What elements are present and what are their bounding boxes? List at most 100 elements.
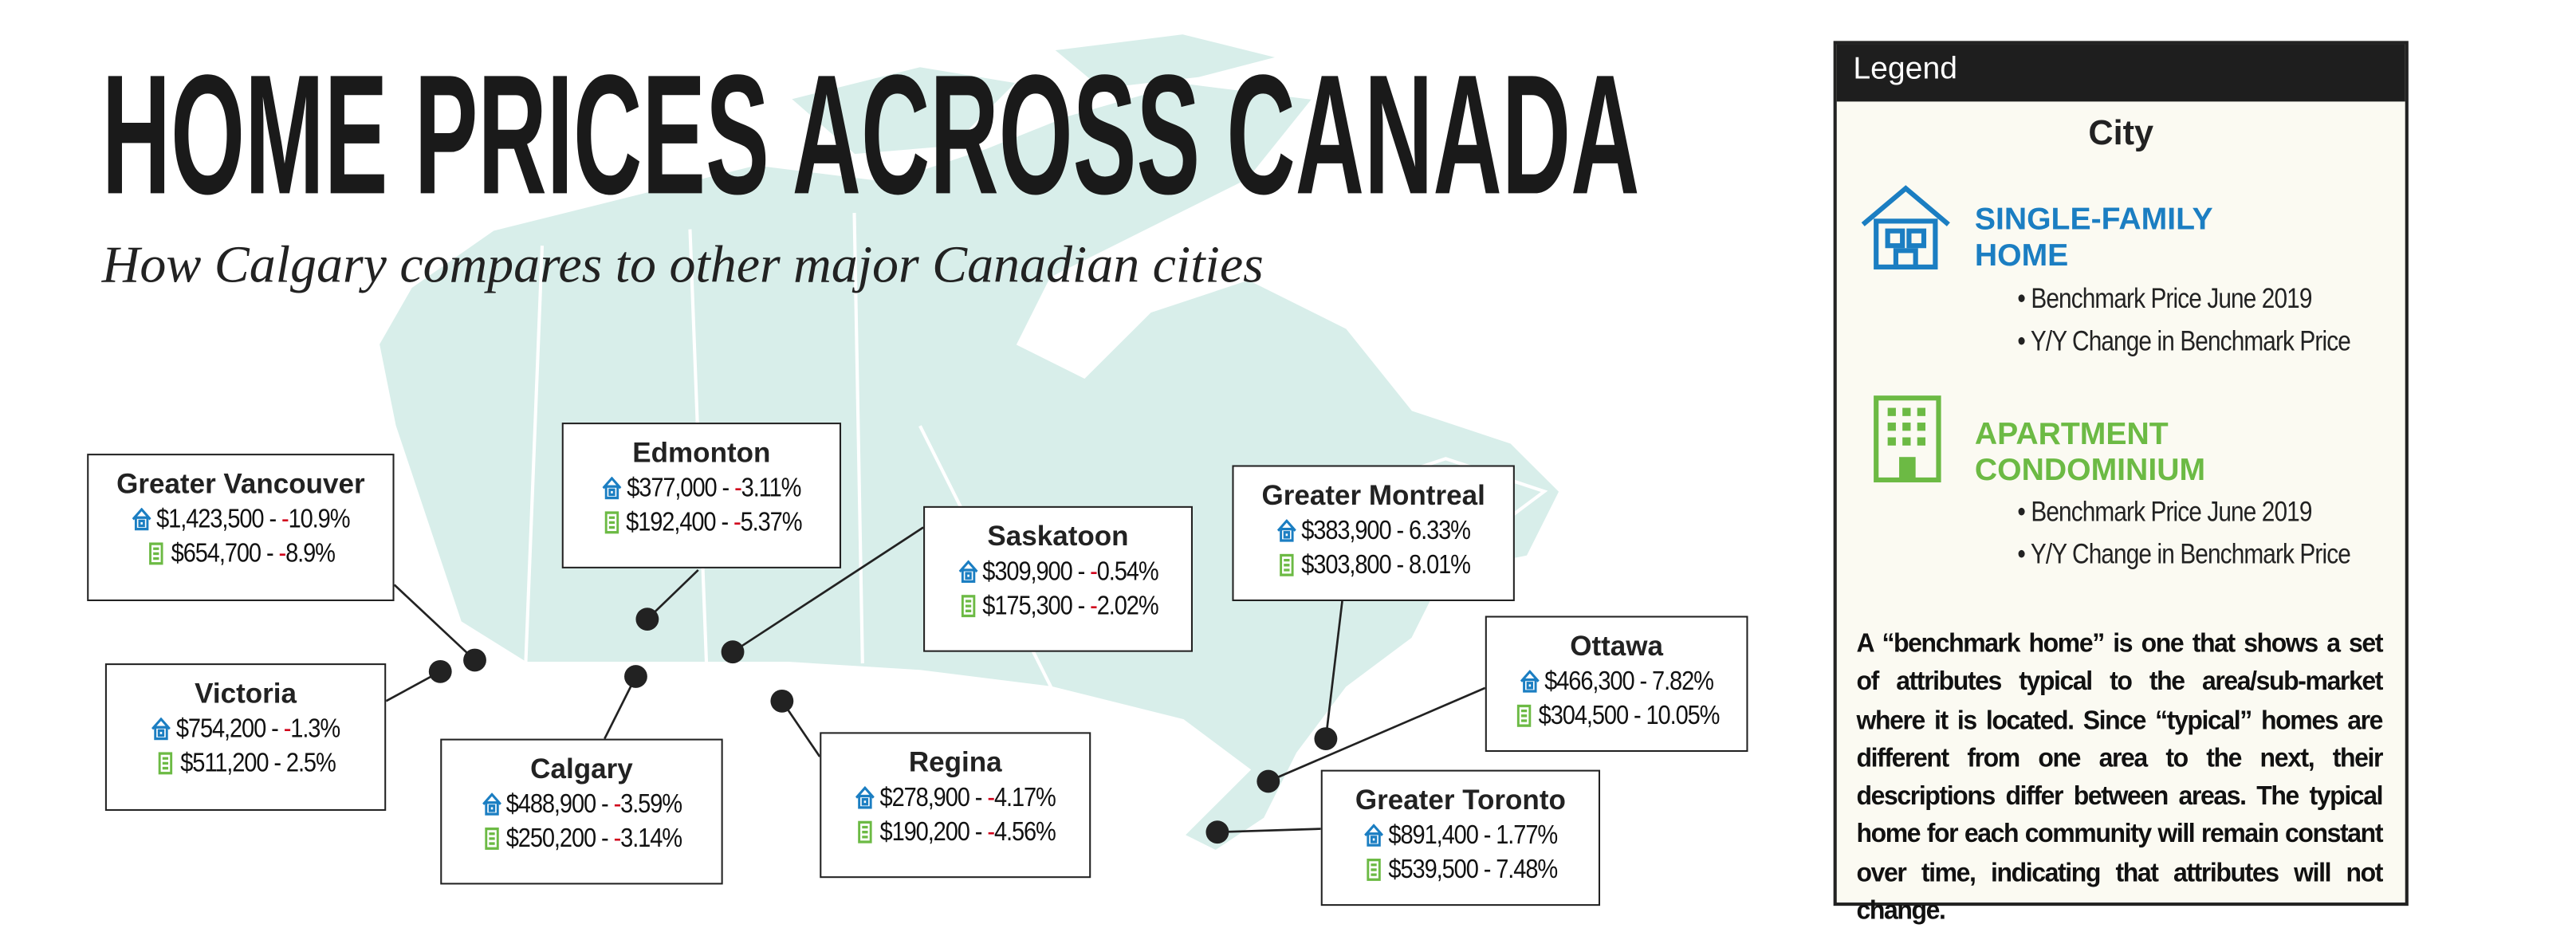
condo-icon	[858, 820, 873, 844]
condo-price: $175,300 - -2.02%	[982, 592, 1158, 621]
house-price: $488,900 - -3.59%	[505, 791, 682, 820]
condo-icon	[1280, 553, 1294, 576]
negative-sign: -	[733, 509, 741, 537]
condo-icon	[159, 752, 173, 775]
city-dot	[770, 689, 794, 713]
house-price: $754,200 - -1.3%	[175, 715, 340, 744]
condo-price: $250,200 - -3.14%	[505, 825, 682, 854]
condo-price: $654,700 - -8.9%	[171, 540, 336, 568]
bullet-text: Benchmark Price June 2019	[2031, 496, 2312, 528]
condo-row: $192,400 - -5.37%	[580, 509, 824, 539]
house-icon	[132, 507, 151, 531]
connector	[393, 584, 476, 661]
condo-icon	[1874, 395, 1941, 483]
bullet-text: Y/Y Change in Benchmark Price	[2030, 325, 2351, 357]
house-icon	[1277, 519, 1296, 542]
city-box: Edmonton $377,000 - -3.11% $192,400 - -5.3…	[561, 423, 842, 568]
legend: Legend City SINGLE-FAMILY HOME • Benchma…	[1833, 41, 2409, 926]
connector	[732, 526, 924, 653]
house-icon	[1364, 824, 1384, 847]
house-price: $466,300 - 7.82%	[1544, 668, 1714, 697]
negative-sign: -	[613, 825, 622, 854]
connector	[1324, 600, 1343, 739]
condo-row: $250,200 - -3.14%	[458, 825, 704, 855]
house-row: $383,900 - 6.33%	[1251, 517, 1496, 547]
condo-price: $539,500 - 7.48%	[1388, 856, 1558, 885]
city-name: Greater Toronto	[1355, 785, 1566, 816]
house-icon	[855, 786, 875, 809]
city-name: Victoria	[195, 678, 297, 710]
house-row: $278,900 - -4.17%	[837, 785, 1073, 814]
condo-row: $539,500 - 7.48%	[1339, 857, 1583, 887]
title: HOME PRICES ACROSS CANADA	[102, 40, 1640, 230]
city-name: Edmonton	[632, 437, 771, 469]
condo-icon	[484, 827, 499, 850]
negative-sign: -	[1090, 592, 1098, 621]
condo-row: $303,800 - 8.01%	[1251, 552, 1496, 581]
condo-row: $511,200 - 2.5%	[124, 750, 368, 780]
city-dot	[1257, 769, 1280, 793]
house-price: $278,900 - -4.17%	[879, 785, 1056, 813]
legend-note: A “benchmark home” is one that shows a s…	[1856, 630, 2383, 926]
condo-icon	[604, 511, 619, 534]
bullet: • Benchmark Price June 2019	[2017, 496, 2312, 528]
subtitle: How Calgary compares to other major Cana…	[101, 235, 1264, 293]
city-name: Regina	[908, 746, 1002, 778]
house-icon	[482, 792, 501, 816]
city-name: Calgary	[530, 753, 633, 785]
connector	[1268, 686, 1486, 783]
house-row: $309,900 - -0.54%	[941, 559, 1175, 588]
city-dot	[463, 648, 486, 672]
city-dot	[721, 640, 745, 664]
condo-row: $304,500 - 10.05%	[1502, 702, 1731, 732]
bullet: • Y/Y Change in Benchmark Price	[2017, 325, 2351, 357]
city-box: Greater Montreal $383,900 - 6.33% $303,800…	[1232, 465, 1515, 602]
city-name: Greater Vancouver	[116, 468, 365, 500]
negative-sign: -	[278, 540, 287, 568]
bullet-text: Benchmark Price June 2019	[2031, 283, 2312, 315]
negative-sign: -	[734, 474, 742, 503]
bullet: • Benchmark Price June 2019	[2017, 283, 2312, 315]
negative-sign: -	[1090, 558, 1098, 587]
legend-city: City	[2088, 114, 2154, 153]
city-box: Regina $278,900 - -4.17% $190,200 - -4.56%	[820, 732, 1091, 879]
negative-sign: -	[987, 785, 995, 813]
bullet-text: Y/Y Change in Benchmark Price	[2030, 538, 2351, 570]
city-name: Ottawa	[1570, 630, 1664, 663]
city-dot	[1314, 727, 1338, 750]
legend-header: Legend	[1836, 44, 2405, 102]
bullet: • Y/Y Change in Benchmark Price	[2017, 538, 2351, 570]
city-box: Greater Vancouver $1,423,500 - -10.9% $654…	[87, 454, 395, 602]
house-icon	[603, 476, 623, 500]
negative-sign: -	[987, 819, 995, 847]
condo-price: $192,400 - -5.37%	[626, 509, 802, 537]
condo-icon	[961, 595, 975, 618]
city-box: Greater Toronto $891,400 - 1.77% $539,500 …	[1320, 769, 1601, 906]
city-name: Saskatoon	[987, 521, 1129, 553]
connector	[1217, 828, 1321, 834]
city-box: Ottawa $466,300 - 7.82% $304,500 - 10.05%	[1485, 615, 1748, 753]
condo-row: $190,200 - -4.56%	[837, 819, 1073, 848]
condo-price: $511,200 - 2.5%	[180, 749, 336, 778]
city-box: Calgary $488,900 - -3.59% $250,200 - -3.14…	[440, 738, 723, 885]
condo-icon	[149, 542, 164, 565]
condo-price: $304,500 - 10.05%	[1538, 702, 1721, 731]
condo-label: APARTMENT CONDOMINIUM	[1974, 417, 2206, 489]
house-row: $754,200 - -1.3%	[124, 716, 368, 745]
house-price: $383,900 - 6.33%	[1301, 517, 1471, 546]
house-row: $466,300 - 7.82%	[1502, 668, 1731, 698]
city-box: Saskatoon $309,900 - -0.54% $175,300 - -2.…	[923, 505, 1193, 652]
condo-price: $190,200 - -4.56%	[879, 819, 1056, 847]
house-price: $1,423,500 - -10.9%	[156, 505, 350, 534]
city-dot	[635, 608, 659, 631]
city-dot	[1205, 820, 1229, 844]
house-label: SINGLE-FAMILY HOME	[1974, 203, 2212, 274]
connector	[646, 569, 699, 620]
city-dots	[428, 608, 1338, 844]
house-price: $891,400 - 1.77%	[1388, 822, 1558, 851]
negative-sign: -	[283, 715, 292, 744]
house-icon	[958, 560, 978, 583]
house-icon	[1520, 670, 1540, 693]
